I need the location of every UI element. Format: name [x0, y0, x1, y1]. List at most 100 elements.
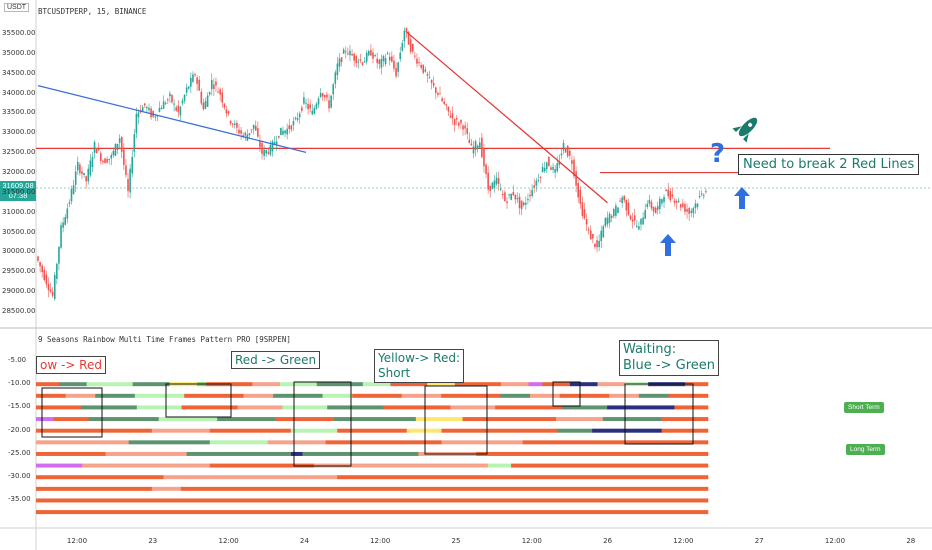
- candle-body: [401, 43, 404, 51]
- candle-body: [499, 188, 502, 190]
- candle-body: [175, 107, 177, 111]
- candle-body: [342, 49, 345, 54]
- rainbow-segment: [36, 510, 709, 515]
- candle-body: [395, 68, 397, 77]
- candle-body: [261, 142, 263, 154]
- currency-unit-badge[interactable]: USDT: [4, 3, 30, 12]
- candle-body: [606, 217, 609, 225]
- candle-body: [45, 274, 48, 285]
- rainbow-segment: [500, 393, 531, 398]
- rainbow-segment: [495, 405, 563, 410]
- rainbow-segment: [592, 428, 662, 433]
- candle-body: [654, 207, 657, 214]
- rainbow-segment: [562, 405, 608, 410]
- rainbow-segment: [36, 451, 106, 456]
- candle-body: [85, 176, 87, 182]
- candle-body: [156, 115, 159, 117]
- candle-body: [426, 73, 429, 76]
- candle-body: [250, 129, 253, 131]
- rainbow-segment: [36, 428, 153, 433]
- indicator-tick-label: -10.00: [8, 379, 31, 388]
- candle-body: [135, 113, 138, 134]
- candle-body: [185, 87, 188, 93]
- candle-body: [43, 269, 46, 280]
- candle-body: [667, 189, 670, 197]
- candle-body: [531, 189, 533, 197]
- candle-body: [512, 192, 515, 196]
- candle-body: [478, 142, 481, 148]
- candle-body: [221, 92, 224, 103]
- candle-body: [468, 139, 471, 144]
- candle-body: [378, 59, 381, 65]
- time-tick-label: 28: [906, 537, 916, 545]
- rainbow-segment: [237, 405, 283, 410]
- rainbow-segment: [401, 393, 442, 398]
- last-price-label: 31609.08 07:38: [0, 181, 36, 201]
- candle-body: [397, 62, 399, 72]
- candle-body: [162, 101, 165, 109]
- candle-body: [53, 275, 56, 300]
- candle-body: [344, 51, 347, 53]
- rainbow-segment: [82, 463, 211, 468]
- rocket-icon: [732, 117, 758, 143]
- candle-body: [93, 141, 96, 153]
- candle-body: [183, 94, 186, 101]
- rainbow-segment: [302, 451, 419, 456]
- candle-body: [70, 188, 73, 202]
- rainbow-segment: [511, 463, 709, 468]
- rainbow-segment: [36, 486, 153, 491]
- rainbow-segment: [530, 393, 561, 398]
- candle-body: [340, 57, 343, 63]
- candle-body: [600, 230, 603, 242]
- candle-body: [227, 111, 230, 114]
- candle-body: [234, 123, 236, 125]
- rainbow-segment: [273, 393, 323, 398]
- candle-body: [703, 195, 705, 197]
- candle-body: [273, 142, 276, 144]
- time-tick-label: 12:00: [824, 537, 846, 545]
- price-tick-label: 32500.00: [2, 148, 36, 157]
- candle-body: [37, 256, 39, 261]
- candle-body: [569, 150, 571, 156]
- rainbow-segment: [181, 405, 238, 410]
- candle-body: [368, 51, 370, 56]
- rainbow-segment: [275, 417, 335, 422]
- rainbow-segment: [243, 393, 274, 398]
- candle-body: [529, 194, 531, 197]
- rainbow-segment: [86, 382, 133, 387]
- rainbow-segment: [352, 393, 402, 398]
- candle-body: [179, 106, 182, 116]
- candle-body: [143, 103, 146, 106]
- label-waiting-line1: Waiting:: [623, 342, 677, 357]
- candle-body: [550, 167, 552, 170]
- candle-body: [196, 77, 198, 84]
- candle-body: [497, 178, 500, 184]
- rainbow-segment: [337, 475, 709, 480]
- rainbow-segment: [609, 393, 640, 398]
- candle-body: [74, 171, 77, 185]
- price-tick-label: 30500.00: [2, 227, 36, 236]
- candle-body: [41, 265, 43, 273]
- candle-body: [575, 171, 577, 186]
- candle-body: [370, 50, 372, 56]
- candle-body: [388, 56, 391, 61]
- rainbow-segment: [362, 382, 391, 387]
- candle-body: [441, 98, 443, 102]
- candle-body: [334, 72, 337, 84]
- candle-body: [311, 110, 314, 115]
- rainbow-segment: [59, 382, 87, 387]
- candle-body: [125, 165, 127, 175]
- indicator-tick-label: -35.00: [8, 495, 31, 504]
- rainbow-segment: [316, 382, 364, 387]
- candle-body: [167, 99, 169, 101]
- candle-body: [522, 202, 525, 206]
- candle-body: [357, 61, 360, 63]
- candle-body: [424, 69, 427, 72]
- rainbow-segment: [462, 417, 557, 422]
- candle-body: [164, 103, 167, 105]
- candle-body: [610, 215, 613, 218]
- candle-body: [437, 92, 439, 95]
- candle-body: [514, 194, 517, 200]
- candle-body: [539, 177, 542, 179]
